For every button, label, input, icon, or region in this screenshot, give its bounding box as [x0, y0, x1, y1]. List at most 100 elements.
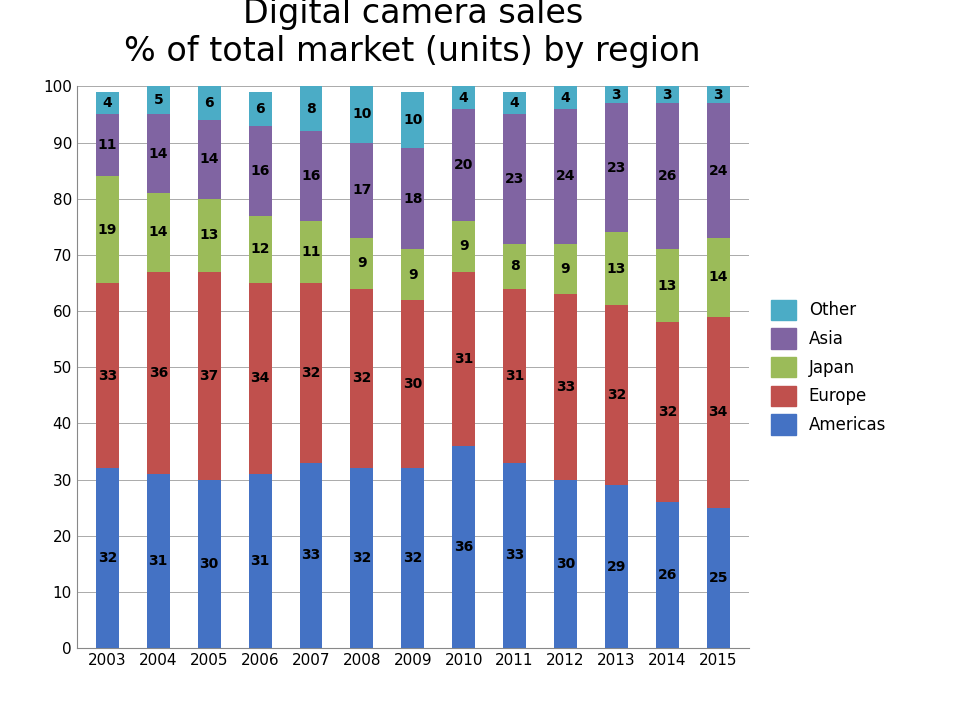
Bar	[554, 294, 577, 480]
Text: 8: 8	[306, 102, 316, 116]
Bar	[350, 86, 373, 143]
Bar	[198, 480, 221, 648]
Text: 9: 9	[357, 256, 367, 270]
Text: 13: 13	[658, 279, 677, 293]
Text: 30: 30	[200, 557, 219, 571]
Text: 32: 32	[352, 551, 372, 565]
Text: 12: 12	[251, 242, 270, 256]
Bar	[350, 143, 373, 238]
Text: 24: 24	[708, 163, 728, 178]
Text: 9: 9	[561, 262, 570, 276]
Text: 36: 36	[454, 540, 473, 554]
Bar	[300, 463, 323, 648]
Text: 32: 32	[658, 405, 677, 419]
Bar	[198, 86, 221, 120]
Bar	[96, 92, 119, 114]
Text: 3: 3	[662, 88, 672, 102]
Bar	[452, 271, 475, 446]
Bar	[503, 114, 526, 243]
Bar	[249, 92, 272, 126]
Bar	[300, 283, 323, 463]
Bar	[198, 199, 221, 271]
Text: 20: 20	[454, 158, 473, 172]
Bar	[350, 289, 373, 468]
Bar	[707, 508, 730, 648]
Text: 26: 26	[658, 169, 677, 184]
Text: 11: 11	[98, 138, 117, 153]
Bar	[401, 249, 424, 300]
Text: 9: 9	[408, 268, 418, 282]
Bar	[656, 323, 679, 502]
Bar	[300, 86, 323, 131]
Text: 18: 18	[403, 192, 422, 206]
Bar	[96, 176, 119, 283]
Text: 4: 4	[510, 96, 519, 110]
Text: 4: 4	[103, 96, 112, 110]
Legend: Other, Asia, Japan, Europe, Americas: Other, Asia, Japan, Europe, Americas	[764, 293, 893, 441]
Bar	[554, 86, 577, 109]
Text: 10: 10	[403, 113, 422, 127]
Text: 4: 4	[561, 91, 570, 104]
Bar	[605, 305, 628, 485]
Bar	[350, 468, 373, 648]
Bar	[249, 215, 272, 283]
Text: 16: 16	[301, 169, 321, 184]
Bar	[198, 120, 221, 199]
Text: 14: 14	[149, 225, 168, 240]
Bar	[503, 92, 526, 114]
Text: 31: 31	[149, 554, 168, 568]
Bar	[452, 221, 475, 271]
Bar	[605, 485, 628, 648]
Bar	[707, 86, 730, 103]
Bar	[147, 474, 170, 648]
Bar	[198, 271, 221, 480]
Text: 11: 11	[301, 245, 321, 259]
Text: 32: 32	[352, 372, 372, 385]
Text: 34: 34	[251, 372, 270, 385]
Bar	[605, 103, 628, 233]
Bar	[554, 243, 577, 294]
Text: 31: 31	[454, 352, 473, 366]
Text: 26: 26	[658, 568, 677, 582]
Text: 13: 13	[200, 228, 219, 242]
Bar	[554, 480, 577, 648]
Bar	[656, 249, 679, 323]
Text: 32: 32	[403, 551, 422, 565]
Text: 32: 32	[98, 551, 117, 565]
Text: 14: 14	[149, 147, 168, 161]
Text: 19: 19	[98, 222, 117, 237]
Text: 3: 3	[713, 88, 723, 102]
Text: 36: 36	[149, 366, 168, 380]
Bar	[401, 468, 424, 648]
Bar	[401, 300, 424, 468]
Text: 33: 33	[98, 369, 117, 382]
Text: 3: 3	[612, 88, 621, 102]
Bar	[147, 86, 170, 114]
Text: 9: 9	[459, 240, 468, 253]
Text: 23: 23	[505, 172, 524, 186]
Bar	[452, 446, 475, 648]
Bar	[350, 238, 373, 289]
Bar	[300, 131, 323, 221]
Bar	[656, 103, 679, 249]
Bar	[147, 271, 170, 474]
Bar	[605, 233, 628, 305]
Text: 32: 32	[301, 366, 321, 380]
Bar	[147, 114, 170, 193]
Bar	[249, 474, 272, 648]
Text: 32: 32	[607, 388, 626, 402]
Bar	[401, 92, 424, 148]
Text: 31: 31	[251, 554, 270, 568]
Text: 13: 13	[607, 262, 626, 276]
Bar	[707, 103, 730, 238]
Bar	[452, 109, 475, 221]
Text: 17: 17	[352, 184, 372, 197]
Bar	[605, 86, 628, 103]
Bar	[554, 109, 577, 243]
Text: 33: 33	[556, 380, 575, 394]
Title: Digital camera sales
% of total market (units) by region: Digital camera sales % of total market (…	[125, 0, 701, 68]
Bar	[503, 243, 526, 289]
Bar	[503, 463, 526, 648]
Text: 6: 6	[255, 102, 265, 116]
Bar	[503, 289, 526, 463]
